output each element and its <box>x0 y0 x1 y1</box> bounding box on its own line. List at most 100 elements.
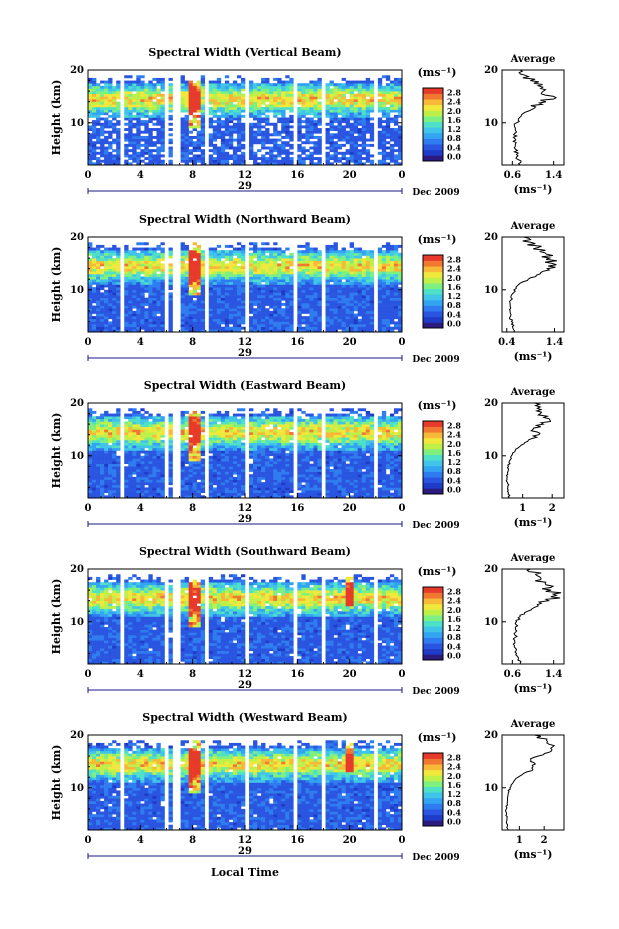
heatmap-cell <box>104 482 109 486</box>
heatmap-cell <box>216 308 222 312</box>
heatmap-cell <box>196 318 202 322</box>
heatmap-cell <box>108 287 113 291</box>
heatmap-cell <box>317 93 322 97</box>
heatmap-cell <box>124 326 129 330</box>
heatmap-cell <box>353 271 359 275</box>
heatmap-cell <box>261 318 266 322</box>
heatmap-cell <box>124 484 129 488</box>
heatmap-cell <box>365 109 371 113</box>
heatmap-cell <box>160 93 165 97</box>
heatmap-cell <box>104 321 109 325</box>
heatmap-cell <box>192 321 197 325</box>
heatmap-cell <box>144 326 149 330</box>
heatmap-cell <box>116 445 121 449</box>
heatmap-cell <box>305 149 310 153</box>
heatmap-cell <box>381 292 387 296</box>
heatmap-cell <box>381 128 387 131</box>
heatmap-cell <box>389 300 395 304</box>
heatmap-cell <box>337 268 342 272</box>
heatmap-cell <box>92 250 97 254</box>
heatmap-cell <box>144 495 149 499</box>
heatmap-cell <box>188 476 193 480</box>
heatmap-cell <box>136 258 141 262</box>
colorbar-tick-label: 1.2 <box>447 124 461 134</box>
heatmap-cell <box>353 104 359 108</box>
heatmap-cell <box>116 85 121 89</box>
heatmap-cell <box>337 279 342 283</box>
heatmap-cell <box>313 114 318 118</box>
heatmap-cell <box>277 292 282 296</box>
heatmap-cell <box>212 247 218 251</box>
heatmap-cell <box>152 281 157 285</box>
heatmap-cell <box>148 305 153 309</box>
heatmap-cell <box>116 279 121 283</box>
heatmap-cell <box>317 151 322 155</box>
heatmap-cell <box>104 151 109 155</box>
heatmap-cell <box>369 135 375 139</box>
heatmap-cell <box>160 135 165 139</box>
heatmap-cell <box>192 128 197 131</box>
heatmap-cell <box>104 162 109 166</box>
heatmap-cell <box>124 112 129 116</box>
heatmap-cell <box>132 99 137 102</box>
heatmap-cell <box>297 91 302 95</box>
heatmap-cell <box>236 138 242 142</box>
heatmap-cell <box>208 149 214 153</box>
heatmap-cell <box>116 447 121 451</box>
heatmap-cell <box>240 85 246 89</box>
heatmap-cell <box>132 432 137 435</box>
heatmap-cell <box>317 141 322 145</box>
heatmap-cell <box>96 112 101 116</box>
heatmap-cell <box>208 112 214 116</box>
heatmap-cell <box>184 85 189 89</box>
heatmap-cell <box>381 141 387 145</box>
heatmap-cell <box>220 287 226 291</box>
heatmap-cell <box>192 421 197 425</box>
heatmap-cell <box>108 157 113 161</box>
heatmap-cell <box>224 141 230 145</box>
heatmap-cell <box>297 273 302 277</box>
heatmap-cell <box>104 157 109 161</box>
heatmap-cell <box>297 83 302 87</box>
heatmap-cell <box>108 141 113 145</box>
heatmap-cell <box>232 271 238 275</box>
heatmap-cell <box>156 416 161 420</box>
heatmap-cell <box>144 410 149 414</box>
heatmap-cell <box>257 305 262 309</box>
heatmap-cell <box>317 287 322 291</box>
heatmap-cell <box>152 305 157 309</box>
heatmap-cell <box>220 106 226 110</box>
heatmap-cell <box>297 101 302 105</box>
heatmap-cell <box>216 316 222 320</box>
heatmap-cell <box>236 252 242 256</box>
heatmap-cell <box>100 80 105 84</box>
heatmap-cell <box>349 255 354 259</box>
heatmap-cell <box>309 279 314 283</box>
heatmap-cell <box>124 104 129 108</box>
heatmap-cell <box>156 91 161 95</box>
heatmap-cell <box>236 149 242 153</box>
heatmap-cell <box>273 85 278 89</box>
heatmap-cell <box>309 297 314 301</box>
heatmap-cell <box>397 77 403 81</box>
heatmap-cell <box>152 157 157 161</box>
heatmap-cell <box>88 463 93 467</box>
heatmap-cell <box>140 310 145 314</box>
heatmap-cell <box>208 157 214 161</box>
heatmap-cell <box>220 162 226 166</box>
heatmap-cell <box>325 300 330 304</box>
heatmap-cell <box>112 455 117 459</box>
heatmap-cell <box>188 424 193 428</box>
heatmap-cell <box>393 157 399 161</box>
heatmap-cell <box>333 117 338 121</box>
heatmap-cell <box>345 263 350 267</box>
heatmap-cell <box>273 109 278 113</box>
heatmap-cell <box>289 268 294 272</box>
heatmap-cell <box>220 122 226 126</box>
heatmap-cell <box>116 318 121 322</box>
heatmap-cell <box>265 297 270 301</box>
heatmap-cell <box>317 302 322 306</box>
heatmap-cell <box>148 120 153 124</box>
heatmap-cell <box>317 138 322 142</box>
heatmap-cell <box>112 458 117 462</box>
